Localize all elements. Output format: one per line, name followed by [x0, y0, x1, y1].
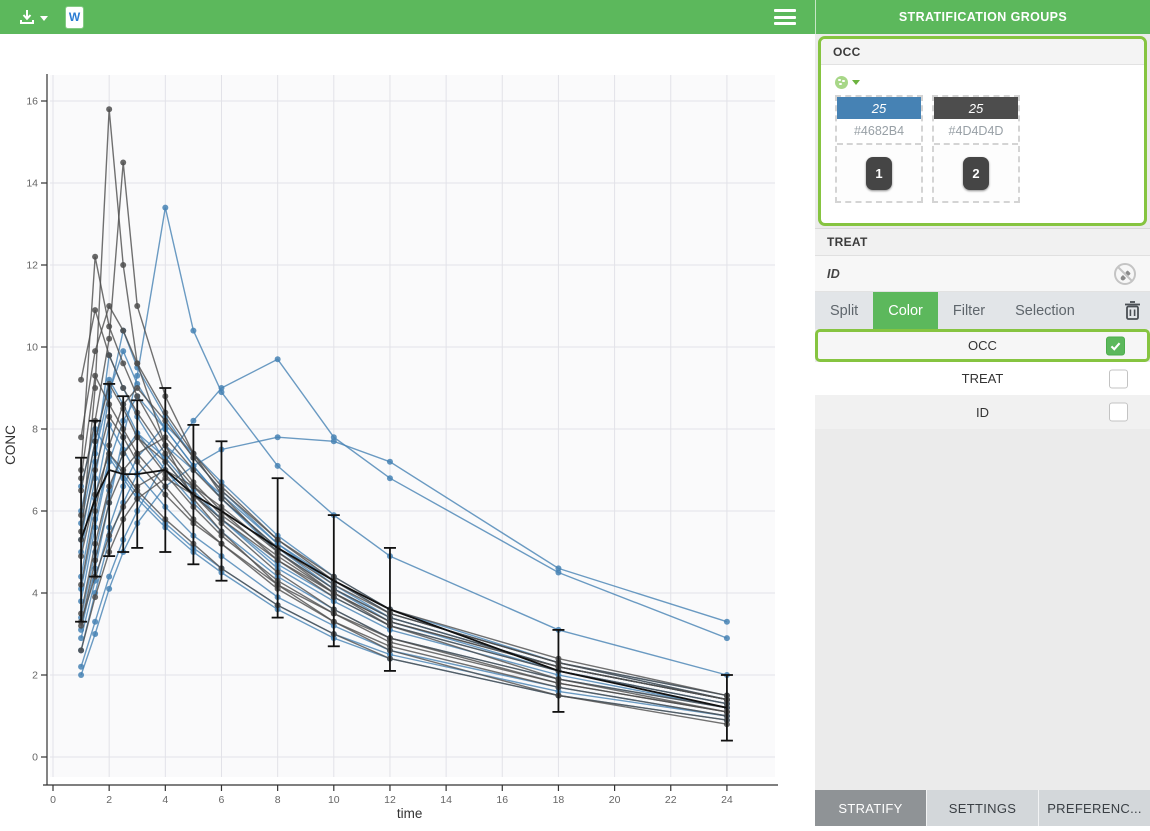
- y-tick-label: 0: [32, 752, 38, 764]
- word-letter: W: [68, 10, 81, 24]
- id-section-header[interactable]: ID: [815, 256, 1150, 292]
- variable-row-treat[interactable]: TREAT: [815, 362, 1150, 395]
- group-chip-1[interactable]: 1: [866, 156, 892, 190]
- y-tick-label: 10: [26, 342, 38, 354]
- occ-card-body: 25 #4682B4 1 25 #4D4D4D 2: [821, 65, 1144, 203]
- checkbox-id-unchecked[interactable]: [1109, 402, 1128, 422]
- swatch-hex-label: #4682B4: [837, 119, 921, 145]
- variable-row-occ[interactable]: OCC: [815, 329, 1150, 362]
- checkbox-occ-checked[interactable]: [1106, 336, 1125, 355]
- stratify-button[interactable]: STRATIFY: [815, 790, 926, 826]
- variable-row-label: TREAT: [961, 371, 1004, 386]
- y-tick-label: 6: [32, 506, 38, 518]
- variable-row-label: ID: [976, 404, 989, 420]
- checkbox-treat-unchecked[interactable]: [1109, 369, 1128, 388]
- check-icon: [1110, 341, 1121, 351]
- occ-swatch-card-1[interactable]: 25 #4682B4 1: [835, 95, 923, 203]
- stratify-tabs: Split Color Filter Selection: [815, 292, 1150, 329]
- download-button[interactable]: [18, 5, 48, 29]
- x-tick-label: 2: [106, 794, 112, 806]
- swatch-chip-area: 1: [837, 145, 921, 201]
- tabs-spacer: [1090, 292, 1114, 329]
- toolbar-left-group: W: [0, 5, 1150, 29]
- no-color-icon[interactable]: [1112, 261, 1138, 287]
- occ-group-card: OCC 25 #4682B4 1 25 #4D4D4D 2: [818, 36, 1147, 226]
- word-export-icon: W: [66, 6, 83, 28]
- caret-down-icon: [852, 79, 860, 85]
- word-export-button[interactable]: W: [66, 5, 83, 29]
- y-tick-label: 12: [26, 260, 38, 272]
- x-axis-title: time: [397, 806, 423, 821]
- x-tick-label: 22: [665, 794, 677, 806]
- mean-line: [80, 468, 728, 709]
- x-tick-label: 20: [609, 794, 621, 806]
- occ-swatch-card-2[interactable]: 25 #4D4D4D 2: [932, 95, 1020, 203]
- group-chip-2[interactable]: 2: [963, 156, 989, 190]
- x-tick-label: 6: [219, 794, 225, 806]
- x-tick-label: 10: [328, 794, 340, 806]
- x-tick-label: 18: [553, 794, 565, 806]
- y-tick-label: 2: [32, 670, 38, 682]
- y-tick-label: 4: [32, 588, 38, 600]
- caret-down-icon: [40, 15, 48, 21]
- panel-footer: STRATIFY SETTINGS PREFERENC...: [815, 790, 1150, 826]
- x-tick-label: 24: [721, 794, 733, 806]
- tab-selection[interactable]: Selection: [1015, 302, 1075, 319]
- treat-section-header[interactable]: TREAT: [815, 228, 1150, 256]
- swatch-count: 25: [934, 97, 1018, 119]
- x-tick-label: 16: [496, 794, 508, 806]
- tab-color[interactable]: Color: [873, 292, 938, 329]
- occ-card-title: OCC: [821, 39, 1144, 65]
- palette-dropdown[interactable]: [835, 74, 1144, 90]
- y-tick-label: 8: [32, 424, 38, 436]
- swatch-row: 25 #4682B4 1 25 #4D4D4D 2: [835, 95, 1144, 203]
- top-toolbar: W STRATIFICATION GROUPS: [0, 0, 1150, 34]
- variable-row-label: OCC: [968, 338, 997, 353]
- hamburger-menu-icon[interactable]: [774, 9, 796, 25]
- x-tick-label: 14: [440, 794, 452, 806]
- x-tick-label: 12: [384, 794, 396, 806]
- download-icon: [20, 10, 34, 24]
- stratify-variable-list: OCC TREAT ID: [815, 329, 1150, 429]
- swatch-chip-area: 2: [934, 145, 1018, 201]
- stratification-panel: OCC 25 #4682B4 1 25 #4D4D4D 2 TREAT ID Split C…: [815, 34, 1150, 826]
- swatch-hex-label: #4D4D4D: [934, 119, 1018, 145]
- id-section-label: ID: [827, 266, 841, 281]
- settings-button[interactable]: SETTINGS: [926, 790, 1038, 826]
- trash-icon: [1124, 301, 1140, 320]
- palette-icon: [835, 75, 848, 89]
- trash-button[interactable]: [1114, 292, 1150, 329]
- stratification-groups-title: STRATIFICATION GROUPS: [815, 0, 1150, 34]
- conc-time-plot[interactable]: 0 2 4 6 8 10 12 14 16 0 2 4 6 8 10 12 14 16 18 20 22 24 time CO…: [0, 34, 815, 826]
- swatch-count: 25: [837, 97, 921, 119]
- preferenc-button[interactable]: PREFERENC...: [1038, 790, 1150, 826]
- x-tick-label: 4: [162, 794, 168, 806]
- tab-filter[interactable]: Filter: [952, 302, 986, 319]
- tab-split[interactable]: Split: [830, 302, 859, 319]
- x-tick-label: 8: [275, 794, 281, 806]
- y-tick-label: 16: [26, 96, 38, 108]
- y-axis-title: CONC: [3, 425, 18, 465]
- x-tick-label: 0: [50, 794, 56, 806]
- y-tick-label: 14: [26, 178, 38, 190]
- variable-row-id[interactable]: ID: [815, 395, 1150, 429]
